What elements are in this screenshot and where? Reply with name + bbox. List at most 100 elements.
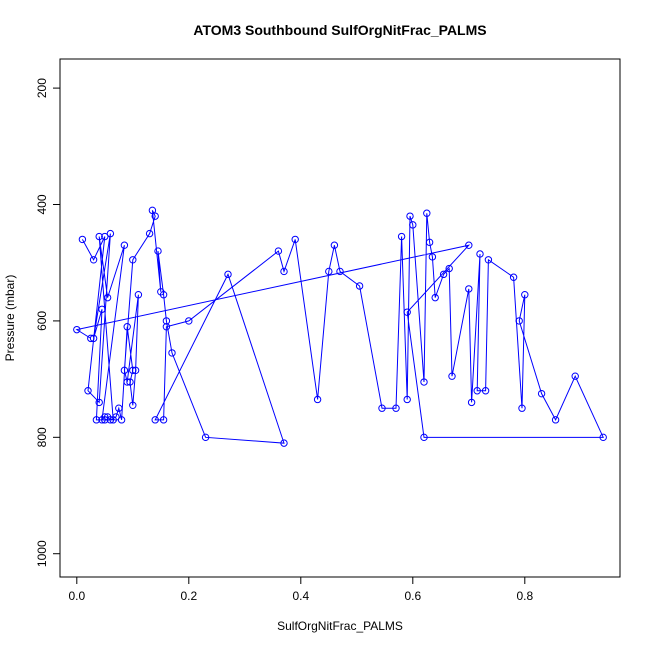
data-point	[515, 317, 523, 325]
data-point	[465, 285, 473, 293]
data-point	[467, 398, 476, 407]
x-axis-label: SulfOrgNitFrac_PALMS	[277, 619, 403, 633]
data-point	[403, 308, 411, 316]
data-point	[131, 366, 140, 375]
y-tick-label: 1000	[35, 540, 49, 567]
data-point	[313, 395, 322, 404]
data-point	[420, 433, 428, 442]
data-point	[274, 247, 283, 255]
data-point	[129, 256, 137, 264]
data-point	[185, 317, 193, 325]
y-tick-label: 800	[35, 427, 49, 447]
data-point	[325, 267, 333, 276]
x-tick-label: 0.6	[404, 589, 421, 603]
data-point	[473, 387, 481, 395]
data-point	[115, 404, 123, 412]
data-point	[162, 317, 171, 325]
data-point	[106, 416, 115, 424]
data-point	[151, 212, 159, 220]
data-point	[201, 433, 210, 442]
data-point	[406, 212, 414, 220]
data-point	[112, 413, 120, 421]
data-point	[330, 241, 339, 249]
data-point	[420, 378, 428, 386]
data-point	[84, 387, 92, 395]
data-point	[101, 413, 109, 421]
data-point	[120, 241, 129, 249]
data-point	[151, 416, 159, 424]
data-point	[126, 378, 134, 386]
plot-area	[73, 206, 607, 447]
data-point	[428, 253, 437, 261]
data-point	[392, 404, 400, 412]
data-point	[129, 366, 137, 375]
data-point	[92, 416, 101, 424]
data-point	[551, 416, 560, 424]
data-point	[291, 235, 299, 244]
data-point	[162, 323, 171, 331]
data-point	[476, 250, 484, 258]
data-point	[425, 238, 434, 247]
data-point	[154, 247, 162, 255]
data-point	[571, 372, 579, 380]
y-axis-label: Pressure (mbar)	[3, 275, 17, 362]
x-tick-label: 0.8	[516, 589, 533, 603]
data-point	[280, 439, 288, 447]
data-point	[518, 404, 526, 412]
data-point	[95, 232, 103, 241]
chart-title: ATOM3 Southbound SulfOrgNitFrac_PALMS	[193, 22, 486, 38]
data-point	[120, 366, 129, 375]
data-point	[134, 291, 143, 299]
data-point	[168, 349, 176, 357]
y-axis: 200 400 600 800 1000	[35, 78, 61, 567]
data-point	[423, 209, 431, 217]
data-point	[403, 395, 411, 404]
data-point	[129, 401, 137, 410]
data-point	[431, 293, 439, 302]
x-axis: 0.0 0.2 0.4 0.6 0.8	[68, 576, 533, 603]
data-point	[409, 221, 417, 229]
data-point	[445, 264, 453, 273]
data-point	[484, 256, 493, 264]
data-point	[355, 282, 364, 290]
data-point	[98, 305, 106, 313]
data-point	[439, 270, 448, 279]
data-point	[521, 291, 529, 299]
data-point	[87, 334, 95, 343]
data-point	[117, 416, 126, 424]
data-point	[159, 416, 168, 424]
data-point	[78, 235, 87, 244]
data-point	[95, 398, 103, 407]
data-point	[224, 270, 232, 279]
data-point	[481, 387, 490, 395]
data-point	[448, 372, 456, 380]
data-point	[101, 232, 109, 241]
x-tick-label: 0.0	[68, 589, 85, 603]
data-point	[159, 291, 168, 299]
data-point	[509, 273, 518, 281]
data-point	[280, 267, 288, 276]
data-point	[123, 378, 131, 386]
data-point	[397, 232, 406, 241]
data-point	[123, 323, 131, 331]
data-point	[148, 206, 157, 215]
plot-frame	[59, 58, 621, 578]
data-point	[599, 433, 607, 442]
data-point	[89, 256, 98, 264]
data-point	[145, 229, 154, 238]
series-line	[75, 210, 604, 444]
data-point	[103, 293, 112, 302]
x-tick-label: 0.2	[180, 589, 197, 603]
data-point	[106, 229, 115, 238]
y-tick-label: 400	[35, 194, 49, 214]
data-point	[336, 267, 344, 276]
data-point	[89, 334, 98, 343]
y-tick-label: 200	[35, 78, 49, 98]
data-point	[73, 325, 81, 334]
data-point	[465, 241, 473, 249]
data-point	[537, 389, 546, 398]
data-point	[378, 404, 386, 412]
y-tick-label: 600	[35, 311, 49, 331]
x-tick-label: 0.4	[292, 589, 309, 603]
